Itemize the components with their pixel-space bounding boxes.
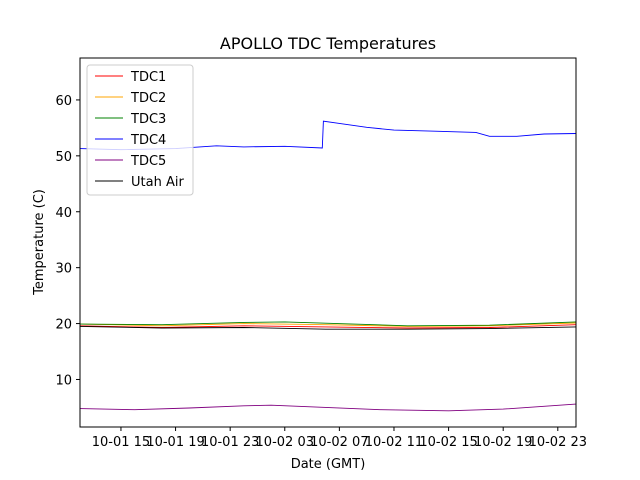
legend-entries: TDC1 TDC2 TDC3 TDC4 TDC5 Utah Air xyxy=(95,70,184,190)
legend-label: TDC5 xyxy=(130,154,166,169)
legend-label: TDC2 xyxy=(130,91,166,106)
x-tick-label: 10-02 15 xyxy=(419,435,477,450)
plot-frame xyxy=(79,57,577,428)
x-tick-label: 10-02 19 xyxy=(474,435,532,450)
chart-title: APOLLO TDC Temperatures xyxy=(220,34,436,53)
y-axis-label: Temperature (C) xyxy=(32,189,47,296)
series-line-tdc4 xyxy=(80,120,576,151)
y-tick-label: 20 xyxy=(55,318,72,333)
legend-label: TDC3 xyxy=(130,112,166,127)
series-line-tdc5 xyxy=(80,403,576,412)
x-tick-label: 10-02 23 xyxy=(529,435,587,450)
series-line-utah-air xyxy=(80,325,576,330)
x-tick-label: 10-01 23 xyxy=(201,435,259,450)
series-layer xyxy=(80,120,576,412)
y-tick-label: 10 xyxy=(55,373,72,388)
legend: TDC1 TDC2 TDC3 TDC4 TDC5 Utah Air xyxy=(86,64,194,196)
x-tick-label: 10-01 15 xyxy=(92,435,150,450)
legend-label: TDC1 xyxy=(130,70,166,85)
series-line-tdc1 xyxy=(80,324,576,329)
series-line-tdc2 xyxy=(80,322,576,327)
x-tick-label: 10-02 11 xyxy=(365,435,423,450)
y-axis: 10 20 30 40 50 60 xyxy=(55,94,80,388)
x-tick-label: 10-02 03 xyxy=(256,435,314,450)
x-tick-label: 10-02 07 xyxy=(310,435,368,450)
x-axis-label: Date (GMT) xyxy=(291,457,366,472)
y-tick-label: 50 xyxy=(55,150,72,165)
y-tick-label: 60 xyxy=(55,94,72,109)
x-tick-label: 10-01 19 xyxy=(146,435,204,450)
legend-label: TDC4 xyxy=(130,133,166,148)
y-tick-label: 30 xyxy=(55,262,72,277)
plot-area xyxy=(79,57,577,428)
legend-label: Utah Air xyxy=(131,175,184,190)
series-line-tdc3 xyxy=(80,321,576,327)
y-tick-label: 40 xyxy=(55,206,72,221)
